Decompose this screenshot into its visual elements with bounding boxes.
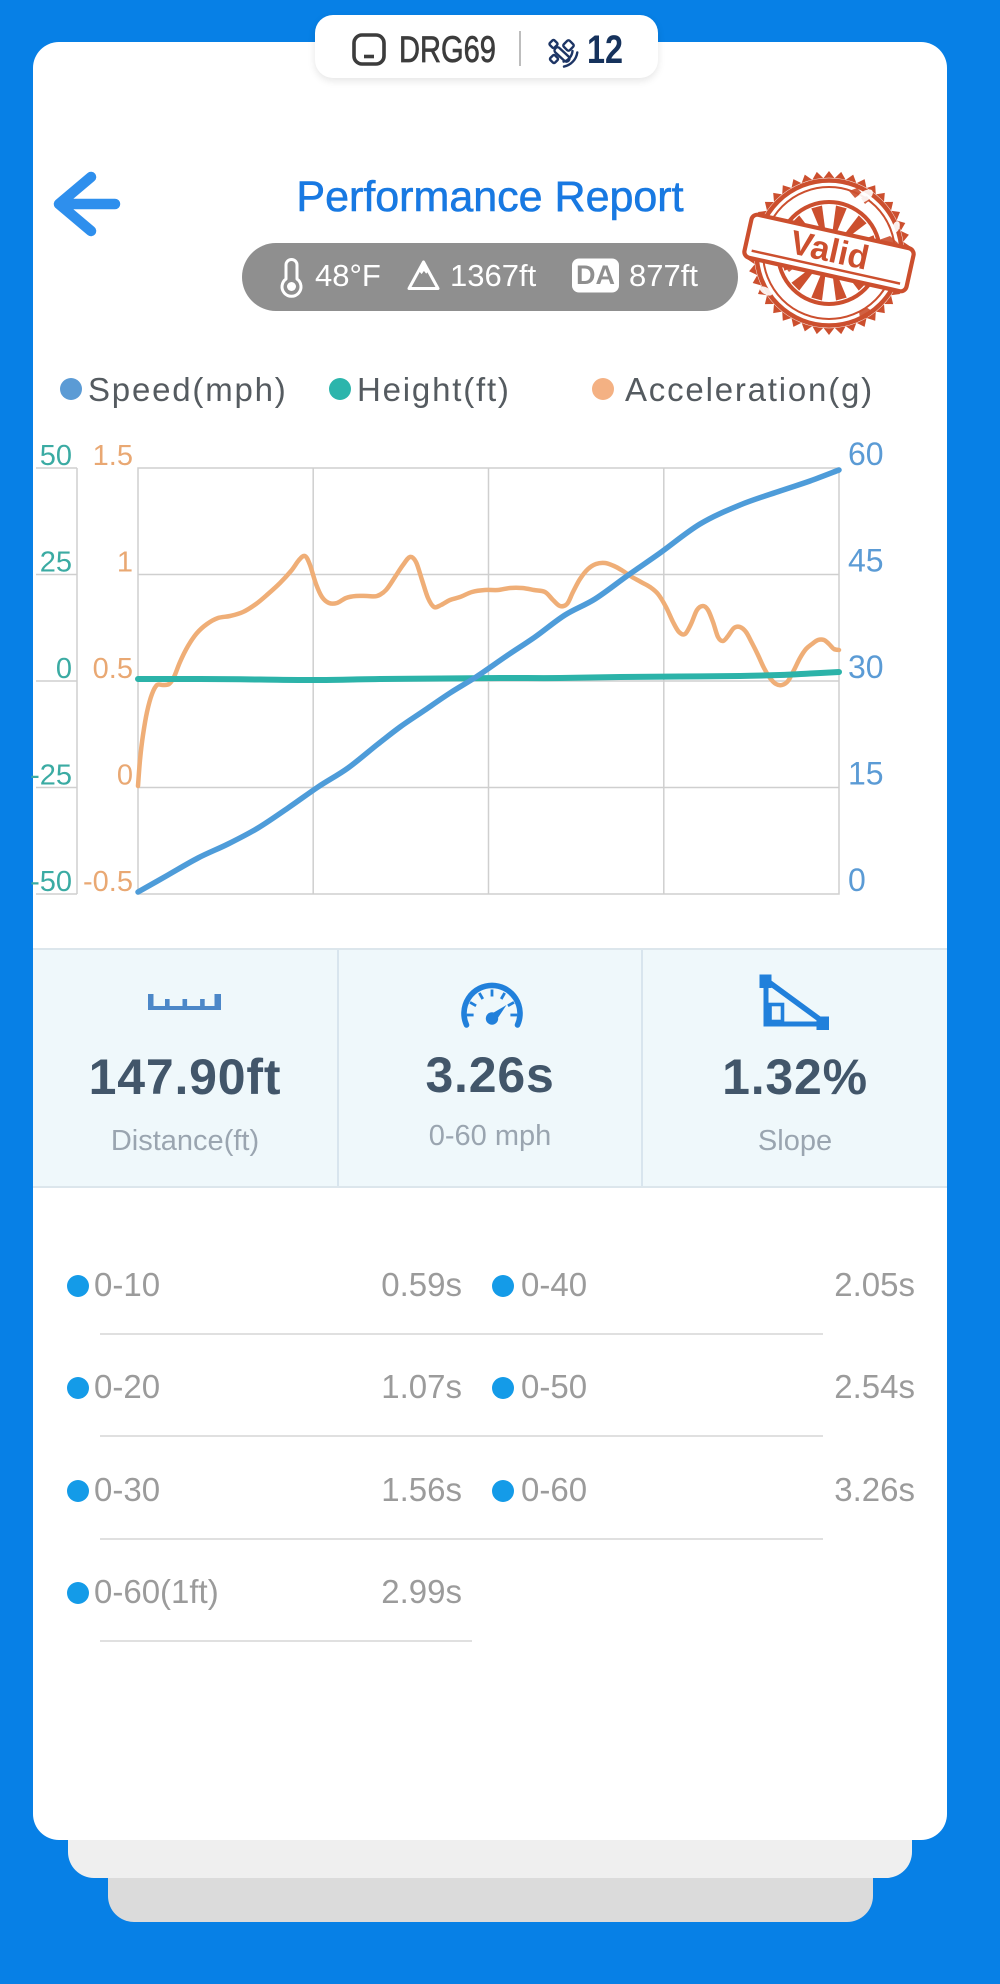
svg-text:-50: -50 — [30, 866, 72, 898]
svg-text:0.5: 0.5 — [93, 653, 133, 685]
svg-text:60: 60 — [848, 436, 884, 472]
svg-text:1367ft: 1367ft — [450, 258, 537, 293]
svg-text:-0.5: -0.5 — [83, 866, 133, 898]
svg-text:0: 0 — [848, 862, 866, 898]
svg-text:877ft: 877ft — [629, 258, 698, 293]
svg-text:DRG69: DRG69 — [399, 29, 496, 70]
svg-text:DA: DA — [576, 260, 615, 290]
svg-text:-25: -25 — [30, 760, 72, 792]
svg-text:15: 15 — [848, 756, 884, 792]
svg-text:0: 0 — [56, 653, 72, 685]
svg-text:0: 0 — [117, 760, 133, 792]
svg-text:48°F: 48°F — [315, 258, 381, 293]
svg-text:50: 50 — [40, 440, 72, 472]
svg-text:30: 30 — [848, 649, 884, 685]
svg-text:1: 1 — [117, 547, 133, 579]
svg-text:1.5: 1.5 — [93, 440, 133, 472]
svg-text:25: 25 — [40, 547, 72, 579]
svg-text:12: 12 — [587, 28, 623, 72]
svg-text:45: 45 — [848, 543, 884, 579]
